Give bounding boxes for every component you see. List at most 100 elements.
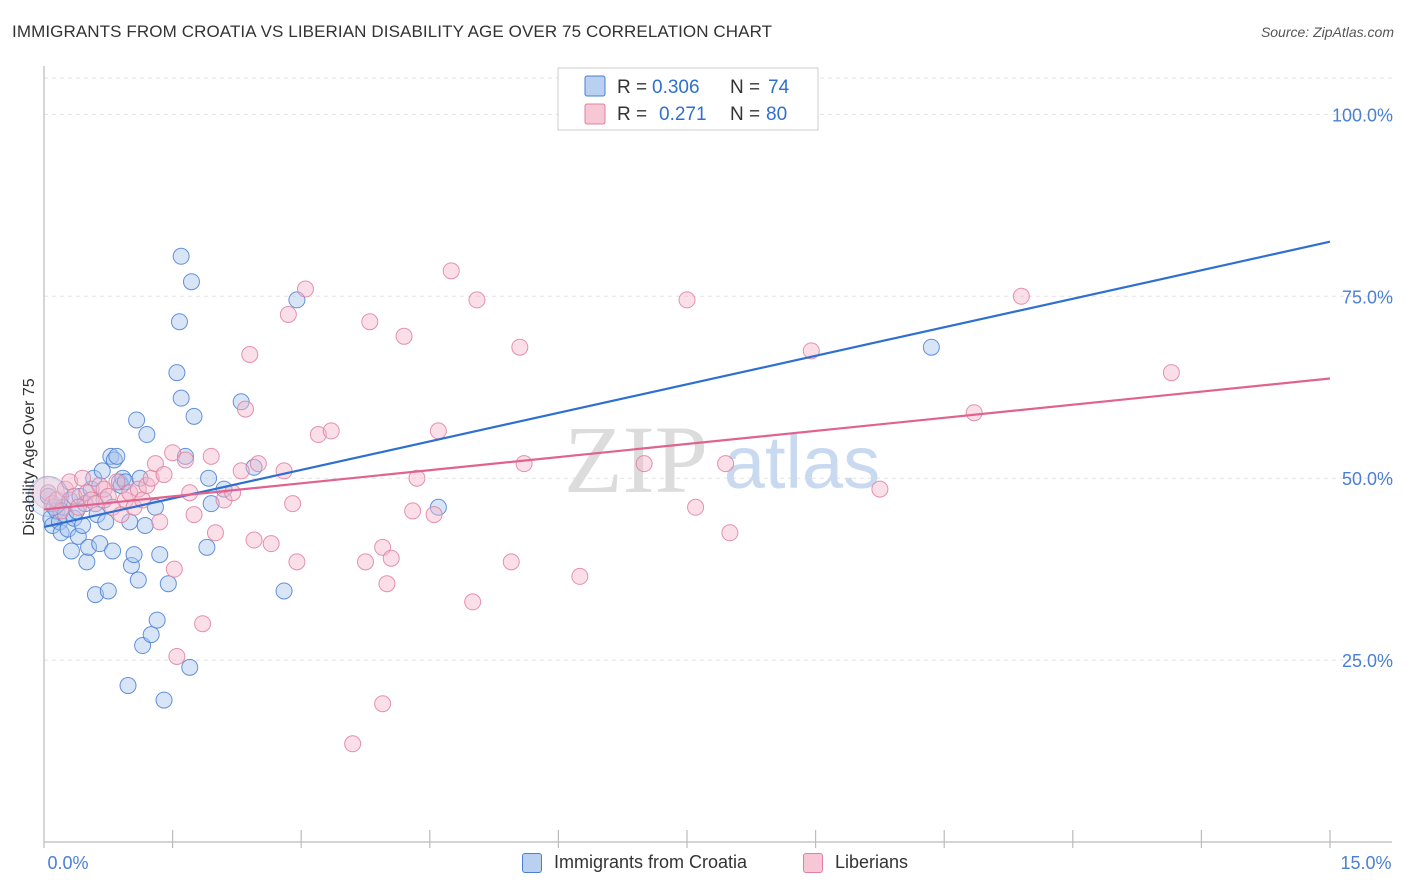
- series-liberians: [39, 262, 1180, 753]
- data-point: [164, 444, 182, 462]
- legend-swatch-liberians: [584, 103, 606, 125]
- data-point: [275, 582, 293, 600]
- data-point: [502, 553, 520, 571]
- legend-swatch-croatia-bottom: [522, 852, 542, 873]
- legend-label-croatia: Immigrants from Croatia: [554, 852, 748, 872]
- data-point: [249, 455, 267, 473]
- data-point: [155, 466, 173, 484]
- data-point: [571, 567, 589, 585]
- data-point: [176, 447, 194, 465]
- data-point: [155, 691, 173, 709]
- data-point: [168, 364, 186, 382]
- data-point: [374, 695, 392, 713]
- data-point: [361, 313, 379, 331]
- data-point: [108, 473, 126, 491]
- data-point: [262, 535, 280, 553]
- data-point: [965, 404, 983, 422]
- legend-item-croatia: Immigrants from Croatia: [522, 852, 747, 873]
- legend-label-liberians: Liberians: [835, 852, 909, 872]
- legend-item-liberians: Liberians: [803, 852, 908, 873]
- source-label: Source: ZipAtlas.com: [1260, 24, 1394, 40]
- data-point: [395, 327, 413, 345]
- legend-n-value-2: 80: [766, 104, 787, 125]
- data-point: [200, 469, 218, 487]
- data-point: [86, 586, 104, 604]
- legend-r-label-1: R =: [617, 77, 647, 98]
- data-point: [515, 455, 533, 473]
- data-point: [122, 557, 140, 575]
- watermark: ZIP atlas: [564, 406, 880, 513]
- data-point: [198, 538, 216, 556]
- data-point: [202, 495, 220, 513]
- data-point: [378, 575, 396, 593]
- y-tick-label: 50.0%: [1342, 469, 1393, 489]
- data-point: [185, 506, 203, 524]
- data-point: [309, 426, 327, 444]
- legend-r-label-2: R =: [617, 104, 647, 125]
- data-point: [168, 647, 186, 665]
- x-tick-label: 0.0%: [47, 853, 88, 873]
- data-point: [236, 400, 254, 418]
- y-tick-label: 75.0%: [1342, 287, 1393, 307]
- data-point: [142, 626, 160, 644]
- axes: [43, 66, 1392, 848]
- data-point: [206, 524, 224, 542]
- trend-line-liberians: [43, 377, 1331, 511]
- trend-lines: [43, 240, 1331, 529]
- data-point: [99, 487, 117, 505]
- data-point: [275, 462, 293, 480]
- data-point: [922, 338, 940, 356]
- series-legend: Immigrants from Croatia Liberians: [0, 852, 1406, 876]
- data-point: [165, 560, 183, 578]
- data-point: [99, 582, 117, 600]
- data-point: [245, 531, 263, 549]
- data-point: [182, 273, 200, 291]
- watermark-zip: ZIP: [564, 406, 708, 513]
- data-point: [382, 549, 400, 567]
- data-point: [181, 658, 199, 676]
- data-point: [148, 611, 166, 629]
- data-point: [511, 338, 529, 356]
- series-croatia: [39, 247, 940, 709]
- legend-swatch-croatia: [584, 75, 606, 97]
- data-point: [185, 407, 203, 425]
- data-point: [344, 735, 362, 753]
- y-tick-label: 25.0%: [1342, 651, 1393, 671]
- data-point: [194, 615, 212, 633]
- data-point: [717, 455, 735, 473]
- data-point: [128, 411, 146, 429]
- data-point: [284, 495, 302, 513]
- data-point: [404, 502, 422, 520]
- data-point: [1162, 364, 1180, 382]
- data-point: [442, 262, 460, 280]
- data-point: [80, 538, 98, 556]
- scatter-points: [27, 247, 1180, 753]
- data-point: [104, 542, 122, 560]
- data-point: [136, 516, 154, 534]
- data-point: [125, 546, 143, 564]
- legend-r-value-2: 0.271: [659, 104, 707, 125]
- watermark-atlas: atlas: [724, 421, 880, 504]
- data-point: [116, 473, 134, 491]
- data-point: [172, 389, 190, 407]
- data-point: [687, 498, 705, 516]
- data-point: [468, 291, 486, 309]
- trend-line-croatia: [43, 240, 1331, 529]
- data-point: [721, 524, 739, 542]
- y-tick-label: 100.0%: [1332, 105, 1393, 125]
- data-point: [151, 513, 169, 531]
- data-point: [464, 593, 482, 611]
- stats-legend: R = 0.306 N = 74 R = 0.271 N = 80: [557, 67, 819, 131]
- data-point: [1012, 287, 1030, 305]
- data-point: [425, 506, 443, 524]
- data-point: [176, 451, 194, 469]
- data-point: [129, 571, 147, 589]
- gridlines: [44, 77, 1392, 661]
- data-point: [635, 455, 653, 473]
- data-point: [39, 484, 57, 502]
- tick-labels: 25.0% 50.0% 75.0% 100.0% 0.0% 15.0%: [47, 105, 1393, 873]
- data-point: [108, 447, 126, 465]
- data-point: [429, 422, 447, 440]
- data-point-cluster: [27, 475, 69, 517]
